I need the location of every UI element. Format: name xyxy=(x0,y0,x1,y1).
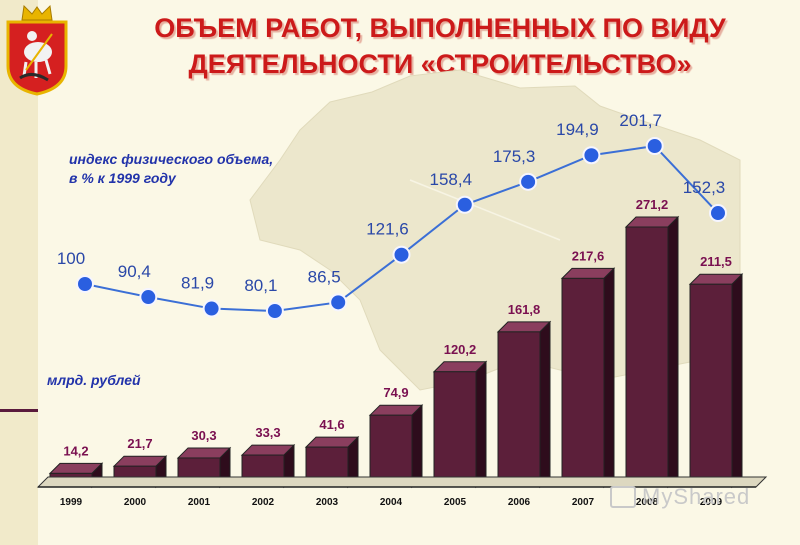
bar-value-label: 161,8 xyxy=(508,302,541,317)
watermark-text: MyShared xyxy=(642,484,751,509)
bar-front xyxy=(369,414,413,488)
line-point xyxy=(709,204,727,223)
bar-front xyxy=(689,283,733,488)
line-point xyxy=(519,172,538,191)
x-tick-label: 2006 xyxy=(508,497,531,508)
line-point xyxy=(76,274,94,293)
line-point xyxy=(139,288,158,307)
region-map-shape xyxy=(249,69,741,391)
x-tick-label: 2000 xyxy=(124,497,147,508)
index-note: индекс физического объема, в % к 1999 го… xyxy=(69,150,273,188)
bar-value-label: 14,2 xyxy=(63,443,88,458)
bar-value-label: 74,9 xyxy=(383,385,408,400)
line-point xyxy=(265,302,284,320)
bar-value-label: 120,2 xyxy=(444,342,477,357)
line-value-label: 158,4 xyxy=(430,170,473,189)
x-tick-label: 2003 xyxy=(316,497,339,508)
map-river-line xyxy=(409,179,561,241)
bar-2007 xyxy=(560,267,616,489)
bar-value-label: 33,3 xyxy=(255,425,280,440)
line-point xyxy=(392,245,411,264)
bar-value-label: 217,6 xyxy=(572,248,605,263)
x-tick-label: 2004 xyxy=(380,497,403,508)
bar-2009 xyxy=(688,273,744,489)
bar-front xyxy=(497,331,541,488)
line-value-label: 80,1 xyxy=(244,276,277,295)
line-value-label: 81,9 xyxy=(181,274,214,293)
line-value-label: 100 xyxy=(57,249,85,268)
bar-value-label: 211,5 xyxy=(700,254,732,269)
bar-2004 xyxy=(368,403,424,489)
line-point xyxy=(329,293,348,312)
bar-2005 xyxy=(432,360,488,489)
x-tick-label: 2002 xyxy=(252,497,275,508)
bar-side xyxy=(411,403,423,489)
bar-side xyxy=(475,360,487,489)
left-divider xyxy=(0,409,38,412)
x-tick-label: 1999 xyxy=(60,497,83,508)
line-series: 100 90,4 81,9 80,1 86,5 121,6 158,4 175,3 194,9 2… xyxy=(57,111,727,320)
line-value-label: 175,3 xyxy=(493,147,536,166)
x-tick-label: 2007 xyxy=(572,497,595,508)
index-note-line-1: индекс физического объема, xyxy=(69,151,274,167)
bar-side xyxy=(731,273,743,489)
line-point xyxy=(645,137,664,155)
bar-value-label: 30,3 xyxy=(191,428,216,443)
line-value-label: 90,4 xyxy=(118,262,151,281)
line-point xyxy=(202,299,221,318)
bar-value-label: 21,7 xyxy=(127,436,152,451)
line-value-label: 194,9 xyxy=(556,120,599,139)
bar-front xyxy=(561,277,605,488)
x-axis: 1999 2000 2001 2002 2003 2004 2005 2006 2007 2008… xyxy=(36,476,768,508)
line-value-label: 152,3 xyxy=(683,178,726,197)
x-tick-label: 2005 xyxy=(444,497,467,508)
x-tick-label: 2001 xyxy=(188,497,211,508)
bar-side xyxy=(539,320,551,489)
bar-unit-label: млрд. рублей xyxy=(47,372,141,388)
bar-value-label: 271,2 xyxy=(636,197,669,212)
line-value-label: 86,5 xyxy=(308,267,341,286)
watermark-icon xyxy=(610,486,636,508)
bar-front xyxy=(625,226,669,488)
line-point xyxy=(455,195,474,214)
x-tick-label: 2009 xyxy=(700,497,723,508)
bar-side xyxy=(667,215,679,489)
title-line-1: ОБЪЕМ РАБОТ, ВЫПОЛНЕННЫХ ПО ВИДУ xyxy=(154,13,726,43)
bar-value-label: 41,6 xyxy=(319,417,344,432)
x-tick-label: 2008 xyxy=(636,497,659,508)
index-note-line-2: в % к 1999 году xyxy=(69,170,176,186)
bar-2006 xyxy=(496,320,552,489)
bar-front xyxy=(433,371,477,488)
line-value-label: 201,7 xyxy=(619,111,662,130)
line-point xyxy=(582,146,601,165)
bar-2008 xyxy=(624,215,680,489)
line-value-label: 121,6 xyxy=(366,220,409,239)
coat-of-arms-icon xyxy=(6,4,68,96)
bar-side xyxy=(603,267,615,489)
